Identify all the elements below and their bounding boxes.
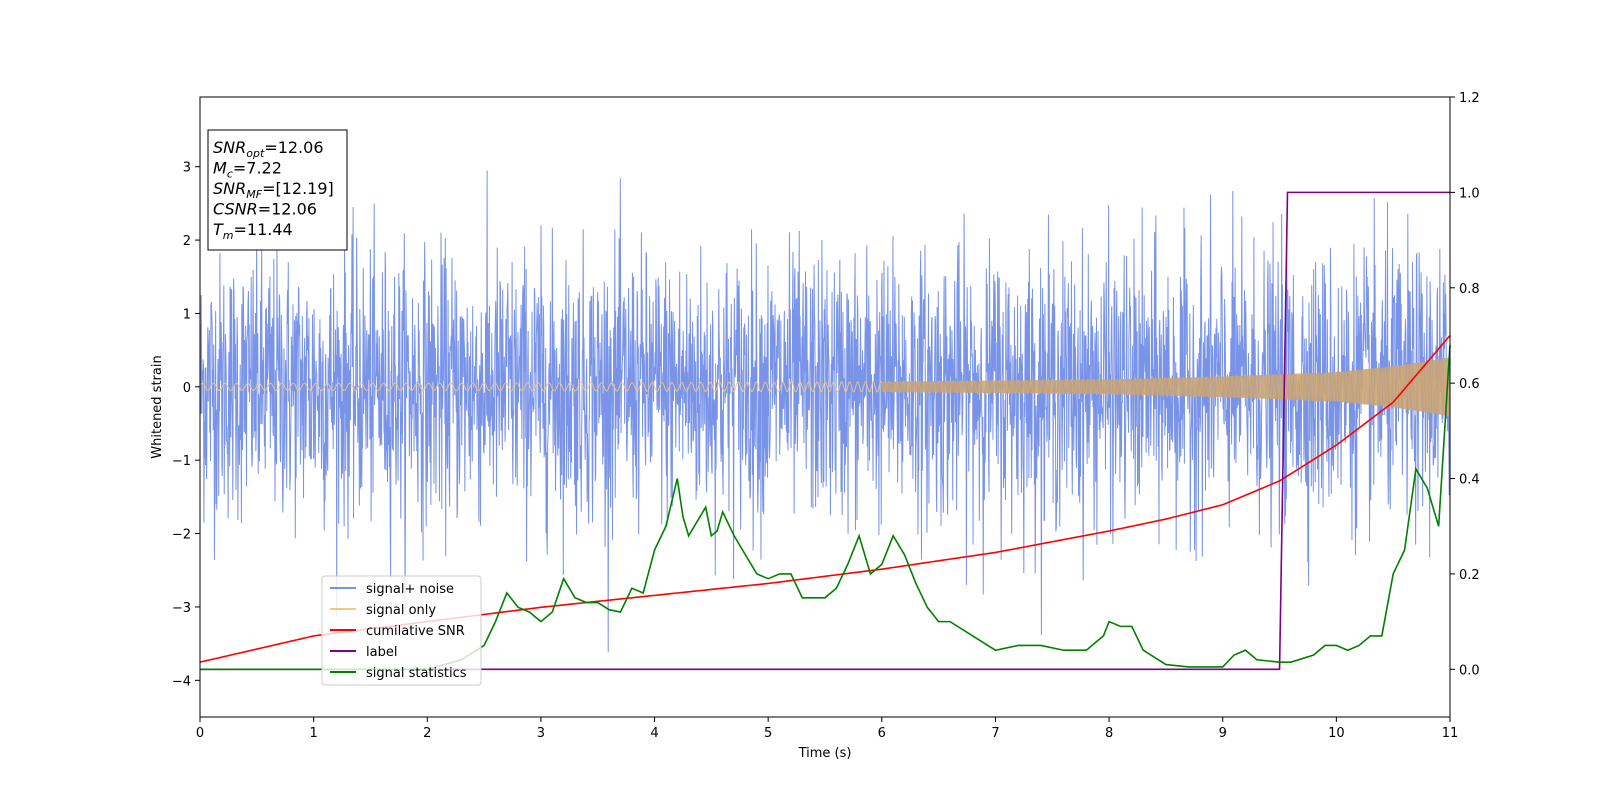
x-tick-label: 9	[1219, 726, 1227, 741]
x-tick-label: 2	[423, 726, 431, 741]
signal-only-envelope	[881, 357, 1450, 417]
signal-plus-noise-line	[199, 170, 1451, 653]
plot-frame	[199, 96, 1451, 718]
y-tick-label: 3	[183, 161, 191, 176]
stats-line: SNRMF=[12.19]	[213, 179, 334, 201]
stats-line: Mc=7.22	[213, 159, 282, 181]
x-tick-label: 0	[196, 726, 204, 741]
x-tick-label: 3	[537, 726, 545, 741]
y-tick-label: −2	[172, 528, 191, 543]
y-axis-ticks: −4 −3 −2 −1 0 1 2 3	[172, 161, 200, 689]
y-tick-label: 0	[183, 381, 191, 396]
y2-tick-label: 0.0	[1459, 663, 1480, 678]
y2-tick-label: 0.2	[1459, 568, 1480, 583]
x-tick-label: 11	[1442, 726, 1459, 741]
label-line	[200, 191, 1450, 671]
stats-line: SNRopt=12.06	[213, 138, 324, 160]
stats-box-frame	[207, 129, 348, 251]
legend: signal+ noise signal only cumilative SNR la…	[321, 575, 482, 686]
y-tick-label: −1	[172, 454, 191, 469]
signal-plus-noise-series	[199, 170, 1451, 653]
legend-label: signal only	[366, 603, 436, 618]
x-tick-label: 6	[878, 726, 886, 741]
y-tick-label: 1	[183, 307, 191, 322]
x-axis-ticks: 0 1 2 3 4 5 6 7 8 9 10 11	[196, 717, 1458, 741]
x-axis-label: Time (s)	[798, 746, 852, 761]
y-tick-label: −3	[172, 601, 191, 616]
stats-annotation-box: SNRopt=12.06Mc=7.22SNRMF=[12.19]CSNR=12.…	[207, 129, 348, 251]
y2-tick-label: 0.6	[1459, 377, 1480, 392]
stats-line: Tm=11.44	[213, 220, 293, 242]
x-tick-label: 7	[991, 726, 999, 741]
y2-axis-ticks: 0.0 0.2 0.4 0.6 0.8 1.0 1.2	[1450, 91, 1480, 678]
x-tick-label: 1	[309, 726, 317, 741]
x-tick-label: 4	[650, 726, 658, 741]
x-tick-label: 8	[1105, 726, 1113, 741]
y-axis-label: Whitened strain	[150, 355, 165, 458]
legend-label: signal+ noise	[366, 582, 454, 597]
y2-tick-label: 1.2	[1459, 91, 1480, 106]
signal-statistics-line	[200, 344, 1451, 671]
signal-only-series	[199, 357, 1451, 417]
legend-label: signal statistics	[366, 666, 467, 681]
legend-label: cumilative SNR	[366, 624, 465, 639]
y2-tick-label: 0.8	[1459, 282, 1480, 297]
legend-label: label	[366, 645, 397, 660]
y-tick-label: −4	[172, 674, 191, 689]
legend-frame	[321, 575, 482, 686]
y2-tick-label: 1.0	[1459, 186, 1480, 201]
stats-line: CSNR=12.06	[213, 200, 317, 219]
x-tick-label: 10	[1328, 726, 1345, 741]
y-tick-label: 2	[183, 234, 191, 249]
x-tick-label: 5	[764, 726, 772, 741]
y2-tick-label: 0.4	[1459, 473, 1480, 488]
